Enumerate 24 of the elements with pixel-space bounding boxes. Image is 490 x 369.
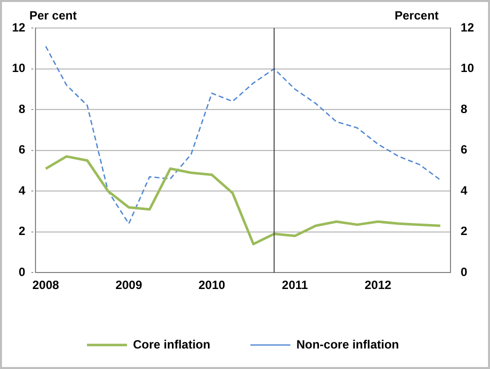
x-tick-label: 2010 [198, 278, 226, 292]
y2-axis-title: Percent [394, 8, 439, 22]
x-tick-label: 2009 [115, 278, 142, 292]
y2-tick-label: 8 [460, 102, 468, 116]
y-tick-label: 2 [18, 224, 26, 238]
y2-tick-label: 6 [460, 142, 468, 157]
y2-tick-label: 4 [460, 183, 468, 198]
y2-tick-label: 0 [460, 264, 468, 279]
line-series [45, 46, 441, 224]
y-tick-label: 12 [12, 20, 26, 34]
y-tick-label: 8 [18, 102, 26, 116]
x-tick-label: 2008 [32, 278, 60, 292]
y-tick-label: 4 [18, 183, 26, 198]
y-tick-label: 10 [12, 61, 26, 76]
y-axis-title: Per cent [29, 8, 77, 22]
legend-label: Non-core inflation [296, 337, 400, 352]
x-tick-label: 2012 [364, 278, 392, 292]
y2-tick-label: 2 [460, 224, 468, 238]
x-tick-label: 2011 [282, 278, 308, 292]
legend-label: Core inflation [133, 337, 210, 352]
y2-tick-label: 10 [460, 61, 474, 76]
y-tick-label: 6 [18, 142, 26, 157]
y-tick-label: 0 [18, 264, 26, 279]
y2-tick-label: 12 [460, 20, 474, 34]
